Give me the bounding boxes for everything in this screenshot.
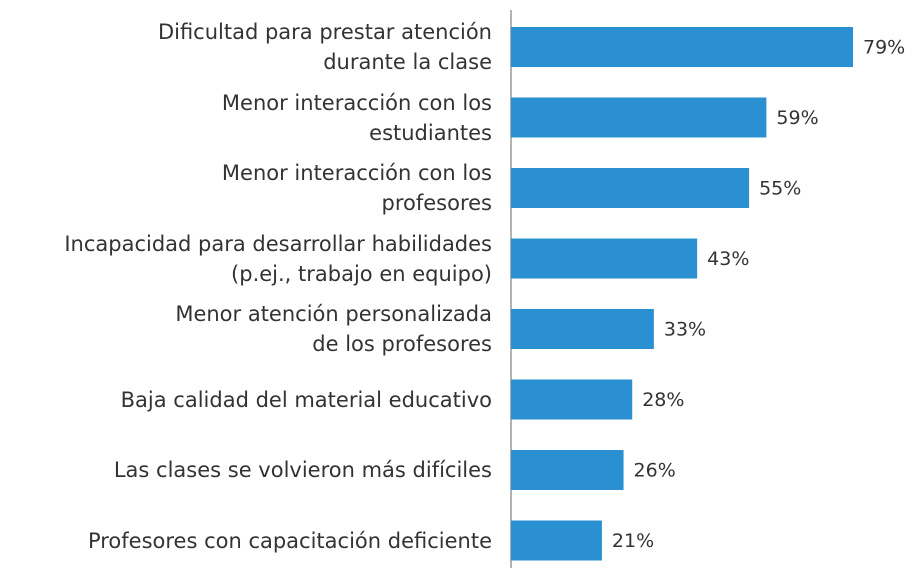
value-label: 28%: [642, 389, 684, 411]
category-label: Incapacidad para desarrollar habilidades…: [64, 231, 492, 286]
value-label: 79%: [863, 37, 905, 59]
category-label: Menor interacción con los estudiantes: [221, 90, 492, 145]
bar: [511, 168, 750, 208]
value-label: 43%: [707, 248, 749, 270]
category-label: Menor interacción con los profesores: [221, 161, 492, 215]
category-label: Profesores con capacitación deficiente: [87, 528, 492, 553]
bar: [511, 309, 654, 349]
bar: [511, 238, 698, 279]
value-label: 21%: [612, 530, 654, 552]
category-label: Dificultad para prestar atención durante…: [157, 20, 492, 74]
bar: [511, 27, 853, 67]
value-label: 33%: [664, 319, 706, 341]
category-label: Menor atención personalizada de los prof…: [175, 302, 492, 356]
value-label: 55%: [759, 178, 801, 200]
value-label: 26%: [634, 460, 676, 482]
bar: [511, 450, 624, 490]
bar: [511, 379, 633, 420]
bar: [511, 520, 602, 561]
bar: [511, 97, 767, 138]
category-label: Las clases se volvieron más difíciles: [113, 458, 492, 482]
value-label: 59%: [776, 107, 818, 129]
category-label: Baja calidad del material educativo: [120, 387, 492, 412]
